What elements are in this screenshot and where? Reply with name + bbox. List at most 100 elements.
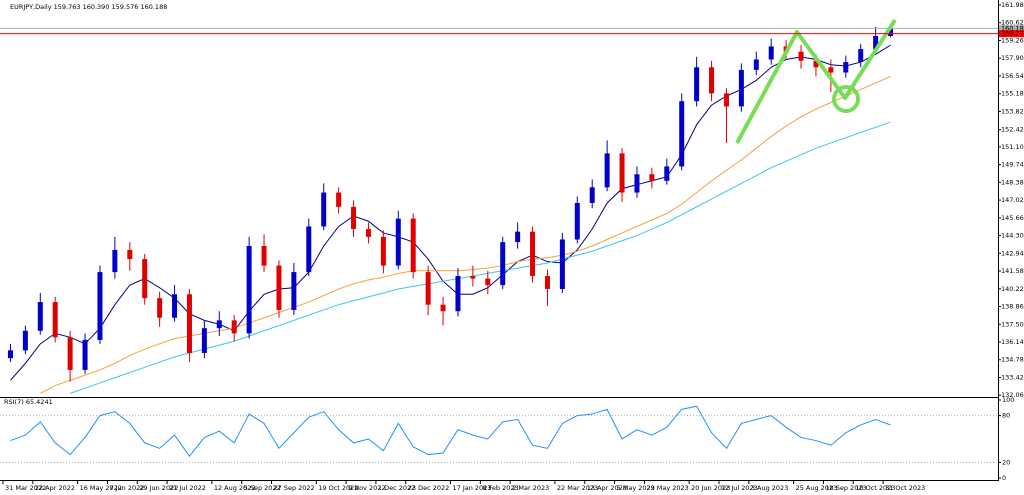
candle-body <box>157 298 163 318</box>
candle-body <box>813 60 819 68</box>
candle-body <box>97 272 103 340</box>
candle-body <box>544 276 550 290</box>
candle-body <box>216 320 222 329</box>
candle-body <box>664 166 670 181</box>
x-tick-label: 29 May 2023 <box>646 484 688 492</box>
x-tick-label: 31 Oct 2023 <box>885 484 925 492</box>
candle-body <box>694 67 700 102</box>
x-tick-label: 16 May 2022 <box>80 484 122 492</box>
candle-body <box>410 218 416 273</box>
candle-body <box>559 239 565 290</box>
y-tick-label: 141.580 <box>1001 267 1024 275</box>
candle-body <box>336 192 342 207</box>
candle-body <box>52 302 58 338</box>
x-tick-label: 17 Jan 2023 <box>453 484 492 492</box>
y-tick-label: 157.900 <box>1001 54 1024 62</box>
candle-body <box>365 229 371 237</box>
candle-body <box>709 67 715 94</box>
candle-body <box>231 320 237 334</box>
y-tick-label: 145.660 <box>1001 214 1024 222</box>
y-tick-label: 160.620 <box>1001 19 1024 27</box>
candle-body <box>634 174 640 193</box>
y-tick-label: 156.540 <box>1001 72 1024 80</box>
price-label-box <box>999 30 1024 38</box>
pattern-circle <box>832 85 860 113</box>
y-tick-label: 142.940 <box>1001 249 1024 257</box>
candle-body <box>798 51 804 61</box>
x-tick-label: 2 Mar 2023 <box>512 484 549 492</box>
candle-body <box>873 36 879 50</box>
candle-body <box>380 236 386 266</box>
x-tick-label: 9 Nov 2022 <box>348 484 386 492</box>
y-tick-label: 134.780 <box>1001 356 1024 364</box>
candle-body <box>619 153 625 193</box>
x-tick-label: 3 Aug 2023 <box>751 484 789 492</box>
y-tick-label: 137.500 <box>1001 320 1024 328</box>
rsi-y-tick-label: 20 <box>1002 458 1010 466</box>
candle-body <box>82 339 88 370</box>
x-tick-label: 21 Jul 2022 <box>169 484 206 492</box>
price-label: 159.779 <box>1001 30 1024 38</box>
rsi-y-tick-label: 100 <box>1002 396 1014 404</box>
candle-body <box>127 249 133 260</box>
candle-body <box>604 153 610 188</box>
candle-body <box>67 337 73 370</box>
x-tick-label: 5 May 2023 <box>617 484 655 492</box>
rsi-title: RSI(7) 65.4241 <box>4 398 53 406</box>
chart-title: EURJPY,Daily 159.763 160.390 159.576 160… <box>10 3 167 11</box>
x-tick-label: 12 Aug 2022 <box>214 484 256 492</box>
x-tick-label: 7 Jun 2022 <box>109 484 144 492</box>
candle-body <box>291 272 297 310</box>
candle-body <box>530 231 536 276</box>
candle-body <box>142 259 148 299</box>
x-tick-label: 13 Apr 2023 <box>587 484 627 492</box>
candle-body <box>172 294 178 318</box>
candle-body <box>738 69 744 107</box>
y-tick-label: 159.260 <box>1001 36 1024 44</box>
y-tick-label: 152.420 <box>1001 126 1024 134</box>
candle-body <box>574 202 580 240</box>
candle-body <box>843 62 849 73</box>
candle-body <box>7 350 13 359</box>
y-tick-label: 149.740 <box>1001 161 1024 169</box>
rsi-y-tick-label: 0 <box>1002 474 1006 482</box>
y-tick-label: 133.420 <box>1001 373 1024 381</box>
candle-body <box>321 192 327 227</box>
candle-body <box>455 276 461 312</box>
x-tick-label: 10 Oct 2023 <box>855 484 895 492</box>
y-tick-label: 161.980 <box>1001 1 1024 9</box>
candle-body <box>246 246 252 334</box>
y-tick-label: 147.020 <box>1001 196 1024 204</box>
candle-body <box>828 67 834 73</box>
candle-body <box>186 294 192 353</box>
candle-body <box>679 101 685 167</box>
candle-body <box>753 59 759 70</box>
candle-body <box>440 304 446 312</box>
x-tick-label: 23 Dec 2022 <box>408 484 450 492</box>
rsi-y-tick-label: 80 <box>1002 412 1010 420</box>
candle-body <box>768 46 774 60</box>
candle-body <box>112 249 118 273</box>
y-tick-label: 132.060 <box>1001 391 1024 399</box>
price-label-box <box>999 24 1024 32</box>
x-tick-label: 12 Jul 2023 <box>721 484 758 492</box>
price-label: 160.188 <box>1001 24 1024 32</box>
y-tick-label: 140.220 <box>1001 285 1024 293</box>
candle-body <box>515 231 521 243</box>
y-tick-label: 138.860 <box>1001 303 1024 311</box>
x-tick-label: 20 Jun 2023 <box>691 484 730 492</box>
candle-body <box>485 278 491 286</box>
candle-body <box>500 242 506 286</box>
candle-body <box>201 328 207 353</box>
x-tick-label: 5 Sep 2022 <box>244 484 281 492</box>
y-tick-label: 136.140 <box>1001 338 1024 346</box>
candle-body <box>470 276 476 279</box>
x-tick-label: 22 Mar 2023 <box>557 484 598 492</box>
x-tick-label: 1 Dec 2022 <box>378 484 415 492</box>
x-tick-label: 25 Aug 2023 <box>796 484 838 492</box>
candle-body <box>425 272 431 305</box>
candle-body <box>22 330 28 351</box>
candle-body <box>261 246 267 266</box>
candle-body <box>589 187 595 203</box>
